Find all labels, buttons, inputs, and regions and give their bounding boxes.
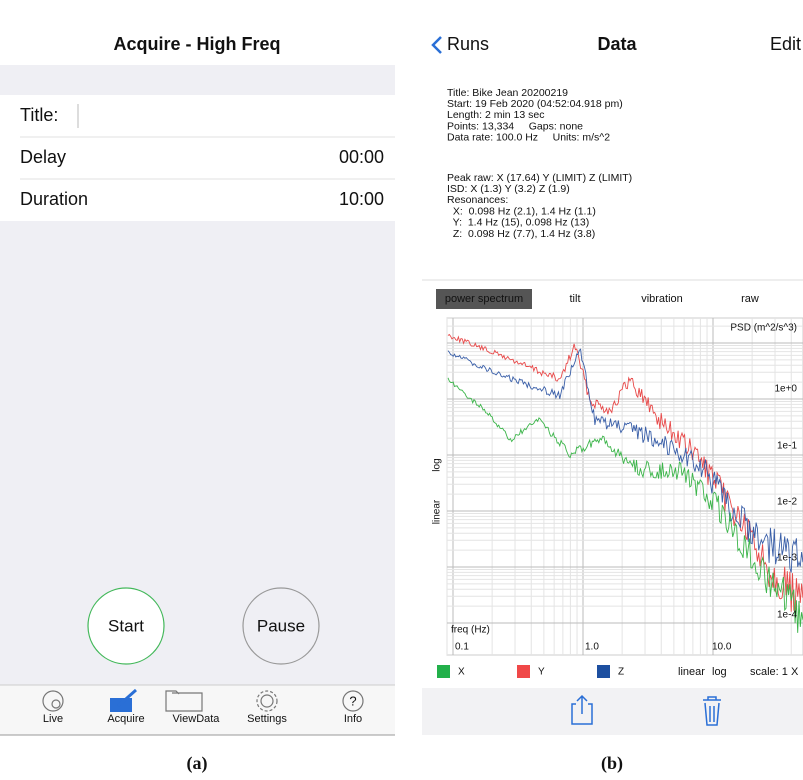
field-value: 00:00 (339, 147, 384, 167)
tab-icons (42, 690, 364, 712)
settings-icon[interactable] (260, 694, 274, 708)
x-axis-label: freq (Hz) (451, 625, 490, 636)
x-tick-label: 1.0 (585, 642, 599, 653)
info-icon[interactable] (342, 690, 364, 712)
info-icon-mark: ? (349, 693, 356, 708)
view-tab[interactable]: power spectrum (445, 293, 523, 305)
acquire-icon[interactable] (110, 688, 137, 712)
stats-line: Resonances: (447, 194, 508, 206)
scale-setting[interactable]: scale: 1 X (750, 666, 799, 678)
viewdata-icon[interactable] (165, 690, 203, 712)
stats-line: Peak raw: X (17.64) Y (LIMIT) Z (LIMIT) (447, 172, 632, 184)
live-icon-inner (51, 699, 61, 709)
stats-line: ISD: X (1.3) Y (3.2) Z (1.9) (447, 183, 570, 195)
field-label: Title: (20, 105, 58, 125)
view-tab[interactable]: tilt (570, 293, 581, 305)
tab-label[interactable]: Info (344, 713, 362, 725)
settings-icon-cogs (256, 690, 278, 712)
field-label: Duration (20, 189, 88, 209)
spectrum-curve (447, 348, 803, 573)
info-line: Length: 2 min 13 sec (447, 109, 544, 121)
plot-area (446, 317, 803, 656)
legend-swatch (437, 665, 450, 678)
tab-label[interactable]: ViewData (173, 713, 221, 725)
y-tick-label: 1e-1 (777, 441, 797, 452)
back-button[interactable]: Runs (447, 34, 489, 54)
view-tab[interactable]: vibration (641, 293, 683, 305)
acquire-icon-pen (117, 688, 137, 708)
view-tab[interactable]: raw (741, 293, 759, 305)
scale-mode[interactable]: linear (678, 666, 705, 678)
scale-mode[interactable]: linear (432, 499, 443, 524)
legend-label: Y (538, 667, 545, 678)
psd-curves (447, 333, 803, 633)
stats-line: Y: 1.4 Hz (15), 0.098 Hz (13) (447, 217, 589, 229)
y-tick-label: 1e+0 (774, 384, 797, 395)
live-icon[interactable] (42, 690, 64, 712)
legend-swatch (517, 665, 530, 678)
scale-mode[interactable]: log (432, 458, 443, 471)
header-band (0, 65, 395, 95)
caption: (b) (601, 753, 623, 774)
info-line: Data rate: 100.0 Hz Units: m/s^2 (447, 132, 610, 144)
y-axis-unit: PSD (m^2/s^3) (730, 323, 797, 334)
tab-label[interactable]: Settings (247, 713, 287, 725)
back-chevron[interactable] (431, 36, 442, 54)
y-tick-label: 1e-3 (777, 553, 797, 564)
active-tab[interactable] (436, 289, 532, 309)
start-button[interactable] (87, 587, 165, 665)
info-line: Title: Bike Jean 20200219 (447, 87, 568, 99)
spectrum-curve (447, 333, 803, 613)
content-area (0, 221, 395, 685)
scale-mode[interactable]: log (712, 666, 727, 678)
start-label: Start (108, 616, 144, 635)
x-tick-label: 10.0 (712, 642, 732, 653)
edit-button[interactable]: Edit (770, 34, 801, 54)
share-icon[interactable] (571, 694, 593, 725)
x-tick-label: 0.1 (455, 642, 469, 653)
caption: (a) (187, 753, 208, 774)
trash-icon[interactable] (703, 696, 721, 726)
y-tick-label: 1e-2 (777, 497, 797, 508)
field-label: Delay (20, 147, 66, 167)
info-line: Points: 13,334 Gaps: none (447, 120, 583, 132)
info-line: Start: 19 Feb 2020 (04:52:04.918 pm) (447, 98, 623, 110)
legend-label: Z (618, 667, 624, 678)
tab-label[interactable]: Acquire (107, 713, 144, 725)
spectrum-curve (447, 377, 803, 633)
stats-line: X: 0.098 Hz (2.1), 1.4 Hz (1.1) (447, 205, 596, 217)
pause-label: Pause (257, 616, 305, 635)
screen-title: Acquire - High Freq (113, 34, 280, 54)
toolbar-icons (571, 694, 721, 726)
field-value: 10:00 (339, 189, 384, 209)
pause-button[interactable] (242, 587, 320, 665)
tab-label[interactable]: Live (43, 713, 63, 725)
stats-line: Z: 0.098 Hz (7.7), 1.4 Hz (3.8) (447, 228, 595, 240)
toolbar (422, 688, 803, 735)
legend-label: X (458, 667, 465, 678)
y-tick-label: 1e-4 (777, 610, 797, 621)
legend-swatch (597, 665, 610, 678)
screen-title: Data (597, 34, 637, 54)
